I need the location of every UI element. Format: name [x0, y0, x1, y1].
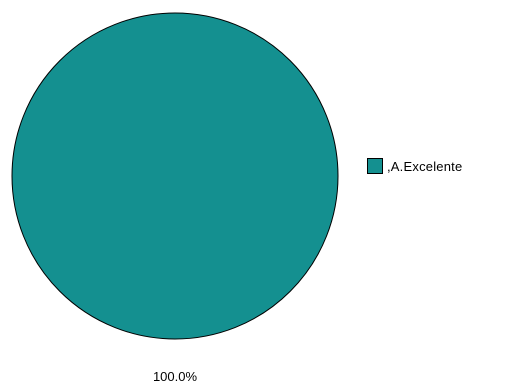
- slice-value-label: 100.0%: [153, 369, 198, 384]
- pie-slice: [11, 12, 339, 340]
- pie-slices: [11, 12, 339, 340]
- legend-swatch: [367, 158, 383, 174]
- chart-legend: ,A.Excelente: [367, 158, 462, 174]
- pie-slice-labels: 100.0%: [153, 369, 198, 384]
- legend-label: ,A.Excelente: [387, 158, 463, 174]
